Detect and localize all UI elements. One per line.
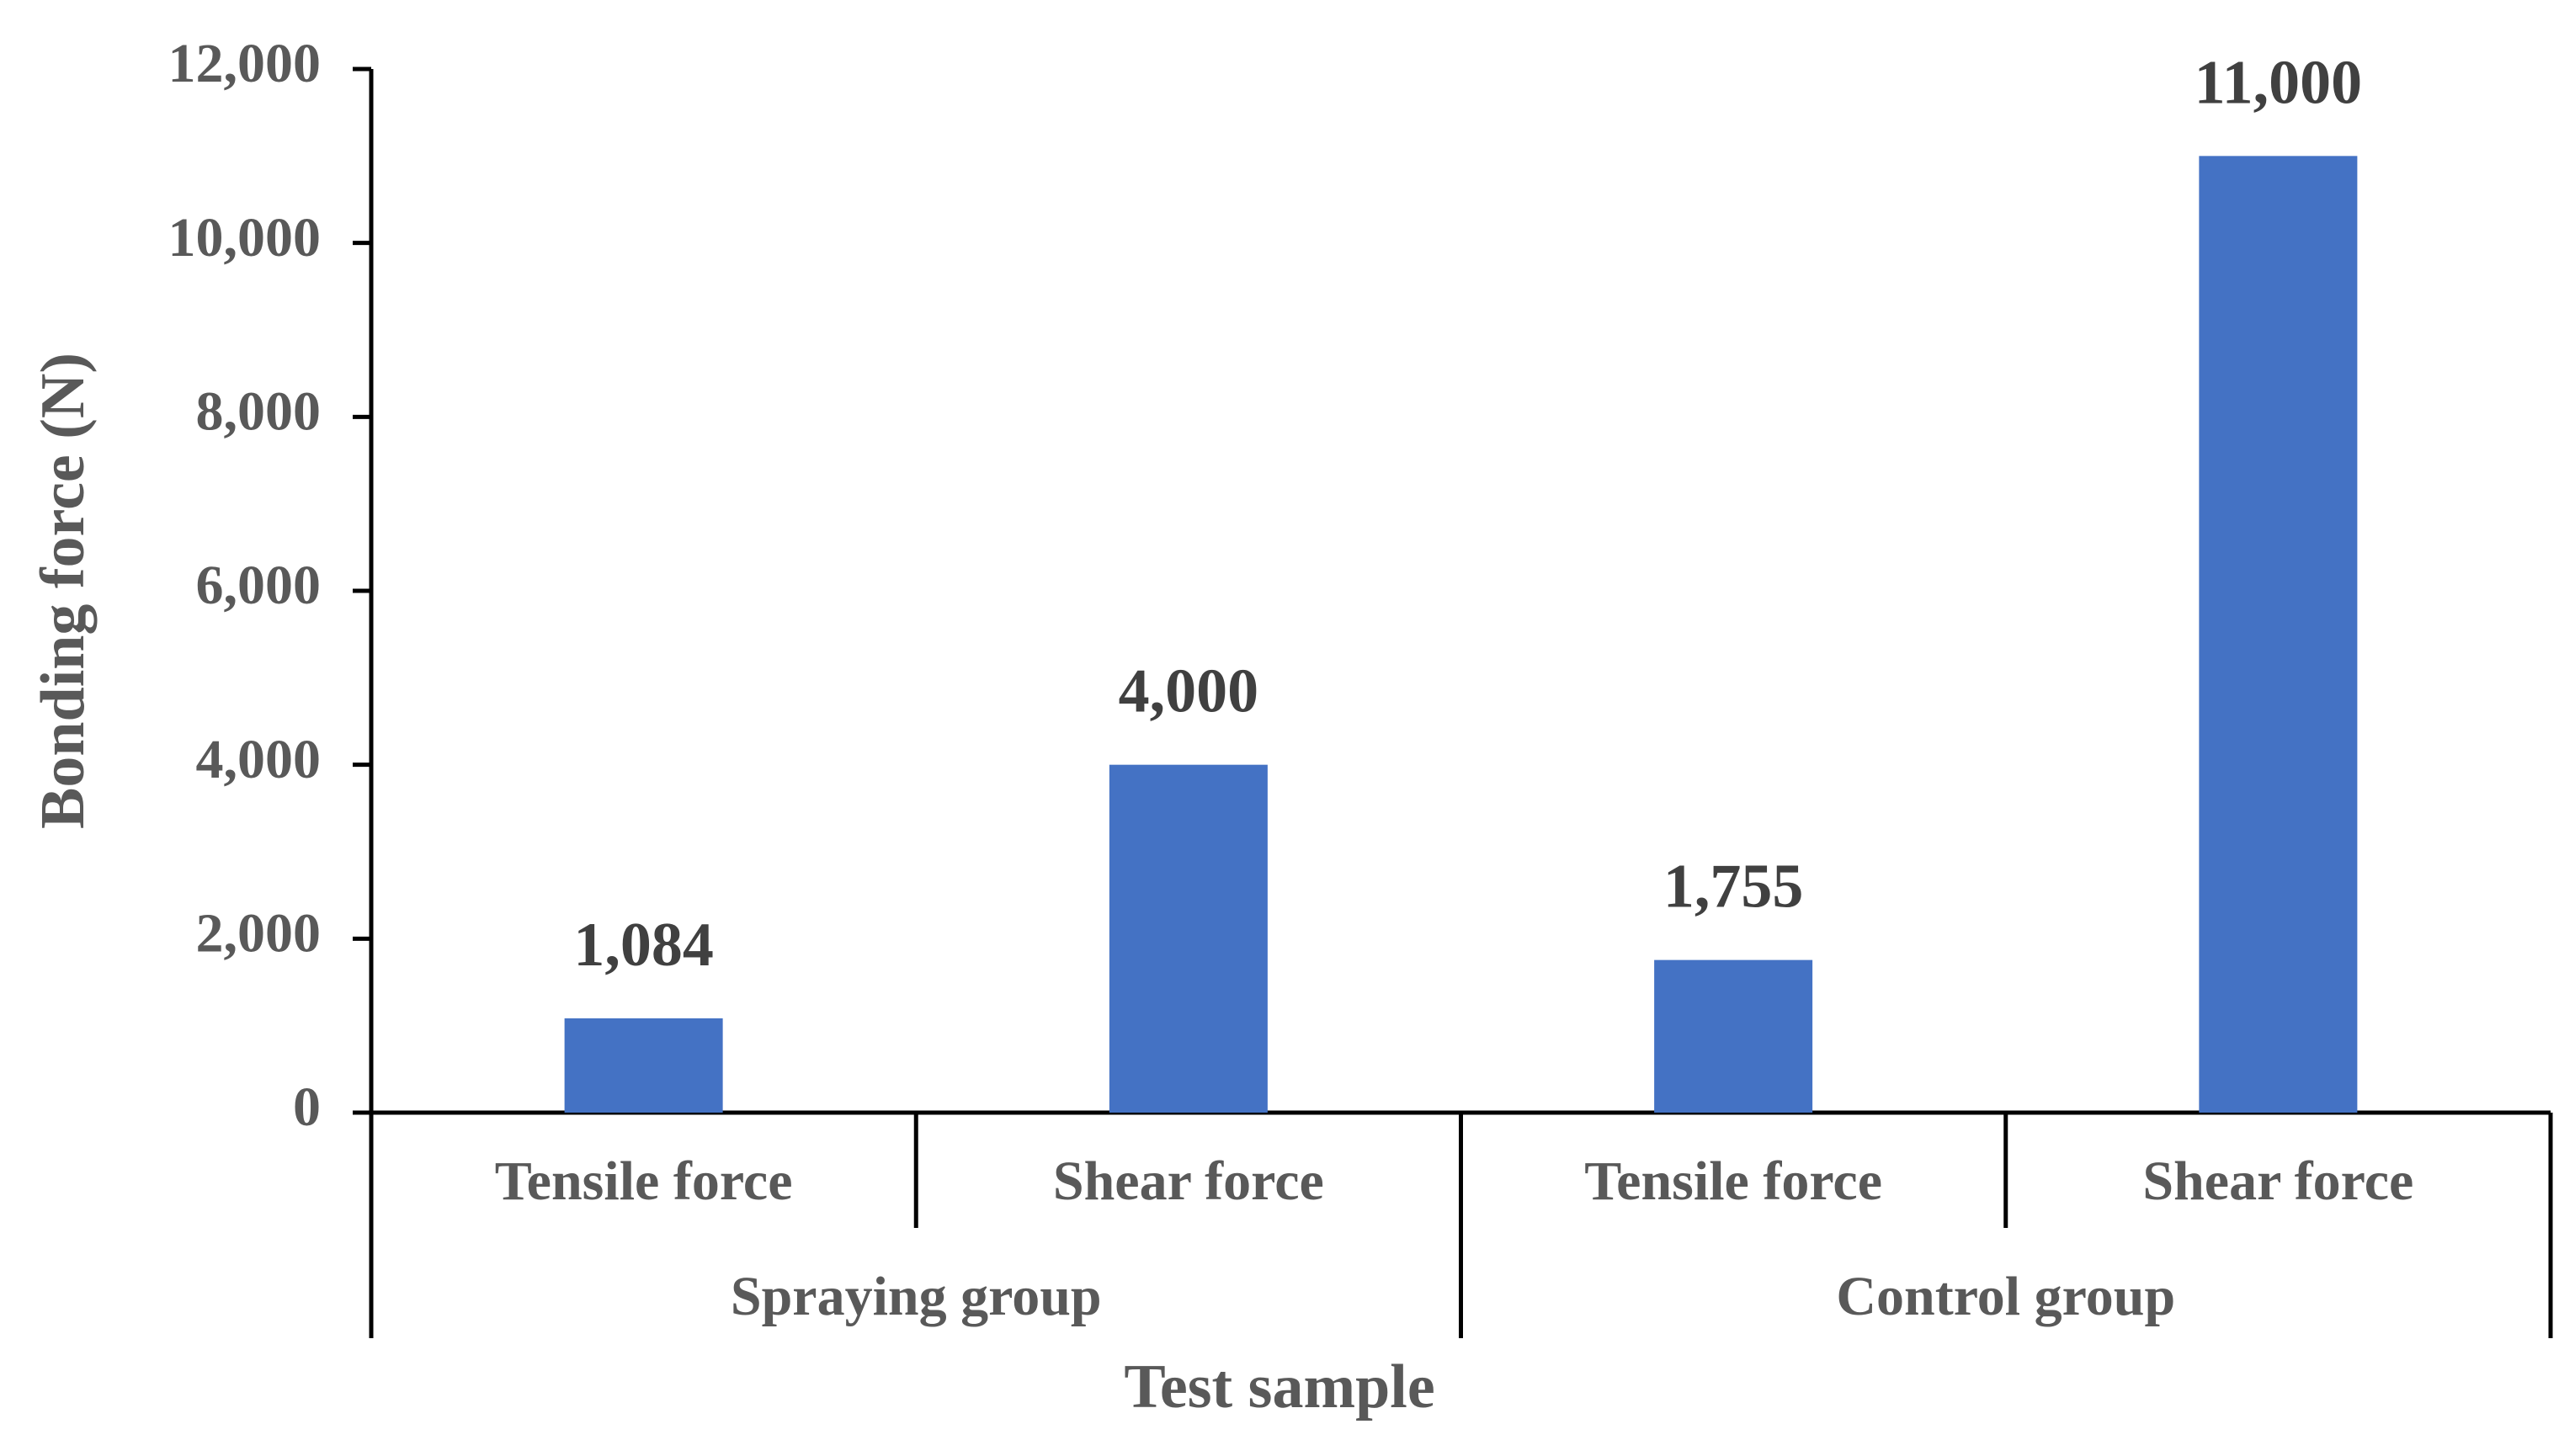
y-tick-label: 4,000 bbox=[196, 729, 322, 790]
bar bbox=[564, 1018, 723, 1113]
x-axis-title: Test sample bbox=[1124, 1352, 1434, 1421]
data-label: 11,000 bbox=[2195, 48, 2362, 117]
bar bbox=[1654, 959, 1813, 1113]
y-tick-label: 12,000 bbox=[168, 33, 322, 94]
x-tick-label: Tensile force bbox=[1584, 1150, 1882, 1212]
y-axis-title: Bonding force (N) bbox=[29, 353, 98, 829]
x-tick-label: Shear force bbox=[2142, 1150, 2413, 1212]
bar bbox=[1109, 764, 1268, 1113]
group-label: Control group bbox=[1836, 1266, 2175, 1327]
bar bbox=[2199, 156, 2358, 1113]
data-label: 1,755 bbox=[1663, 853, 1804, 922]
y-tick-label: 2,000 bbox=[196, 902, 322, 964]
y-tick-label: 0 bbox=[293, 1076, 321, 1138]
x-tick-label: Shear force bbox=[1053, 1150, 1324, 1212]
y-tick-label: 8,000 bbox=[196, 380, 322, 442]
data-label: 4,000 bbox=[1119, 657, 1259, 726]
data-label: 1,084 bbox=[573, 911, 714, 980]
y-tick-label: 6,000 bbox=[196, 555, 322, 616]
x-tick-label: Tensile force bbox=[495, 1150, 793, 1212]
y-tick-label: 10,000 bbox=[168, 207, 322, 268]
group-label: Spraying group bbox=[731, 1266, 1102, 1327]
